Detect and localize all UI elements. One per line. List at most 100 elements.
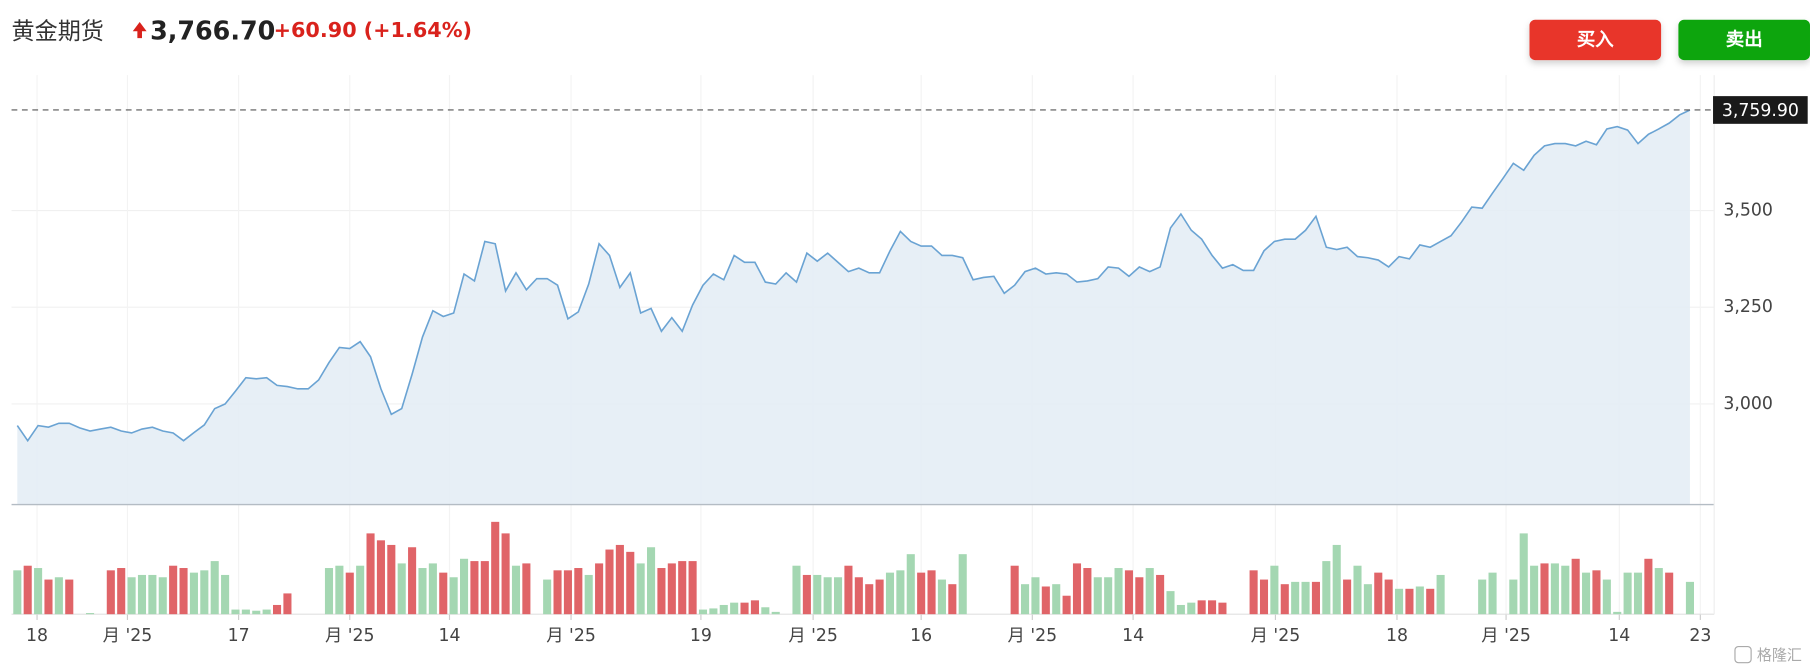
volume-bar xyxy=(1322,561,1331,615)
volume-bar xyxy=(1654,568,1663,615)
volume-bar xyxy=(1072,563,1082,615)
volume-bar xyxy=(158,577,167,615)
volume-bar xyxy=(844,565,853,615)
volume-bar xyxy=(273,604,282,615)
volume-bar xyxy=(1571,558,1580,615)
volume-bar xyxy=(1592,570,1601,615)
volume-bar xyxy=(740,602,749,615)
volume-bar xyxy=(117,568,126,615)
volume-bar xyxy=(418,568,427,615)
volume-bar xyxy=(13,570,22,615)
volume-bar xyxy=(906,554,915,615)
volume-bar xyxy=(1208,600,1217,615)
volume-bar xyxy=(1530,565,1539,615)
x-tick-label: 月 '25 xyxy=(1008,626,1058,646)
volume-bar xyxy=(1395,588,1404,615)
x-tick-label: 月 '25 xyxy=(788,626,838,646)
volume-bar xyxy=(563,570,572,615)
volume-bar xyxy=(834,577,843,615)
volume-bar xyxy=(1093,577,1102,615)
volume-bar xyxy=(1114,568,1123,615)
volume-bar xyxy=(366,533,375,615)
x-tick-label: 19 xyxy=(690,626,712,646)
volume-bar xyxy=(324,568,334,615)
area-fill xyxy=(17,109,1690,505)
volume-bar xyxy=(1685,581,1694,615)
volume-bar xyxy=(106,570,115,615)
volume-bar xyxy=(1613,611,1622,615)
volume-bar xyxy=(1041,586,1050,615)
volume-bar xyxy=(1311,581,1320,615)
volume-bar xyxy=(1301,581,1310,615)
volume-bar xyxy=(647,547,656,615)
sell-button-bg[interactable] xyxy=(1678,19,1810,61)
x-tick-label: 18 xyxy=(1386,626,1408,646)
volume-bar xyxy=(1187,602,1196,615)
volume-bar xyxy=(1644,558,1653,615)
volume-bar xyxy=(34,568,43,615)
volume-bar xyxy=(1343,579,1352,615)
watermark: 格隆汇 xyxy=(1757,646,1802,664)
volume-bar xyxy=(1166,591,1175,615)
volume-bar xyxy=(439,572,448,615)
x-tick-label: 14 xyxy=(1608,626,1630,646)
volume-bar xyxy=(1280,584,1289,615)
volume-bar xyxy=(127,577,136,615)
volume-bar xyxy=(636,563,645,615)
volume-bar xyxy=(44,579,53,615)
volume-bar xyxy=(1083,568,1092,615)
volume-bar xyxy=(802,574,811,615)
x-tick-label: 14 xyxy=(438,626,460,646)
buy-button[interactable]: 买入 xyxy=(1529,19,1662,61)
volume-bar xyxy=(761,607,770,615)
volume-bar xyxy=(345,572,354,615)
volume-bar xyxy=(148,574,157,615)
volume-bar xyxy=(1550,563,1559,615)
volume-bar xyxy=(1249,570,1258,615)
x-tick-label: 23 xyxy=(1689,626,1711,646)
change: +60.90 xyxy=(274,18,357,42)
sell-label[interactable]: 卖出 xyxy=(1726,28,1763,50)
x-tick-label: 月 '25 xyxy=(1251,626,1301,646)
buy-button-bg[interactable] xyxy=(1529,19,1662,61)
volume-bar xyxy=(221,574,230,615)
buy-label[interactable]: 买入 xyxy=(1577,29,1614,50)
volume-bar xyxy=(927,570,936,615)
volume-bar xyxy=(854,577,863,615)
volume-bar xyxy=(210,561,219,615)
sell-button[interactable]: 卖出 xyxy=(1678,19,1810,61)
volume-bar xyxy=(605,549,614,615)
volume-bar xyxy=(1374,572,1383,615)
volume-bar xyxy=(865,584,874,615)
volume-bar xyxy=(698,609,708,615)
volume-bar xyxy=(54,577,63,615)
volume-bar xyxy=(1021,584,1030,615)
volume-bar xyxy=(376,540,385,615)
volume-bar xyxy=(179,568,188,615)
volume-bar xyxy=(823,577,832,615)
volume-bar xyxy=(1602,579,1611,615)
volume-bar xyxy=(750,600,759,615)
volume-bar xyxy=(1259,579,1269,615)
volume-bar xyxy=(1582,572,1591,615)
volume-bar xyxy=(1519,533,1528,615)
volume-bar xyxy=(137,574,147,615)
volume-bar xyxy=(522,563,531,615)
volume-bar xyxy=(667,563,676,615)
volume-bar xyxy=(1156,574,1165,615)
volume-bar xyxy=(813,574,822,615)
volume-bar xyxy=(1145,568,1154,615)
x-tick-label: 17 xyxy=(228,626,250,646)
volume-bar xyxy=(719,604,728,615)
volume-bar xyxy=(1363,584,1372,615)
last-price-label: 3,759.90 xyxy=(1722,101,1799,121)
watermark-logo xyxy=(1734,645,1752,664)
volume-bar xyxy=(428,563,437,615)
volume-bar xyxy=(85,613,95,615)
price-line xyxy=(16,109,1691,443)
volume-bar xyxy=(1062,595,1071,615)
y-tick-label: 3,250 xyxy=(1723,297,1773,317)
volume-bar xyxy=(1104,577,1113,615)
